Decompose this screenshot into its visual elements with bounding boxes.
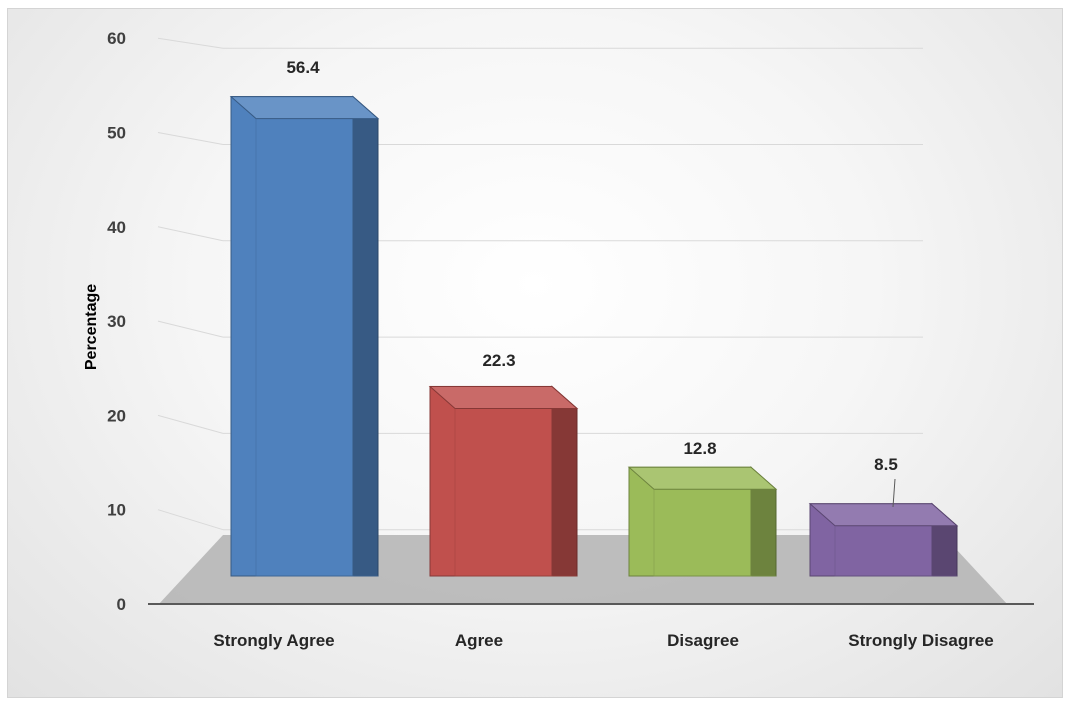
y-tick-label: 30 (107, 312, 126, 331)
data-label: 12.8 (683, 439, 716, 458)
y-tick-label: 40 (107, 218, 126, 237)
data-labels: 56.4 22.3 12.8 8.5 (286, 58, 898, 508)
bar (428, 385, 579, 577)
category-label: Agree (455, 631, 503, 650)
y-axis-title: Percentage (83, 284, 100, 370)
y-axis: 0 10 20 30 40 50 60 (107, 29, 126, 614)
y-tick-label: 20 (107, 406, 126, 425)
category-label: Strongly Agree (213, 631, 334, 650)
gridline (157, 37, 923, 49)
leader-line (892, 478, 896, 508)
bar (627, 466, 778, 577)
data-label: 56.4 (286, 58, 320, 77)
data-label: 8.5 (874, 455, 898, 474)
chart-frame: 0 10 20 30 40 50 60 56.4 22.3 12.8 8.5 Strongly A… (7, 8, 1063, 698)
category-label: Disagree (667, 631, 739, 650)
bar-chart: 0 10 20 30 40 50 60 56.4 22.3 12.8 8.5 Strongly A… (83, 29, 1034, 650)
data-label: 22.3 (482, 351, 515, 370)
x-axis: Strongly Agree Agree Disagree Strongly Disa… (148, 603, 1034, 650)
bar (808, 502, 959, 577)
y-tick-label: 10 (107, 501, 126, 520)
y-tick-label: 60 (107, 29, 126, 48)
y-tick-label: 0 (117, 595, 126, 614)
category-label: Strongly Disagree (848, 631, 994, 650)
bars (229, 95, 959, 577)
y-tick-label: 50 (107, 124, 126, 143)
bar (229, 95, 380, 577)
